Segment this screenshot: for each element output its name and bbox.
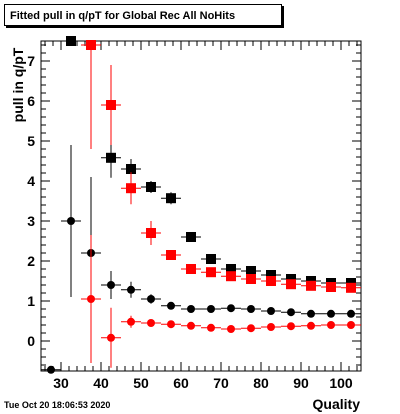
circle-marker	[287, 322, 295, 331]
circle-marker	[267, 323, 275, 331]
circle-marker	[207, 323, 215, 332]
circle-marker	[167, 301, 175, 310]
x-tick-label: 70	[213, 375, 229, 391]
square-marker	[106, 100, 116, 110]
circle-marker	[267, 307, 275, 315]
circle-marker	[307, 309, 315, 318]
y-tick-label: 0	[27, 333, 35, 349]
circle-marker	[127, 317, 135, 326]
circle-marker	[127, 285, 135, 294]
circle-marker	[167, 320, 175, 329]
circle-marker	[187, 321, 195, 330]
circle-marker	[307, 321, 315, 330]
square-marker	[206, 254, 216, 264]
x-axis-label: Quality	[312, 396, 360, 412]
square-marker	[306, 280, 316, 291]
y-tick-label: 6	[27, 93, 35, 109]
circle-marker	[327, 321, 335, 329]
y-tick-label: 3	[27, 213, 35, 229]
y-tick-label: 4	[27, 173, 35, 189]
circle-marker	[247, 324, 255, 333]
circle-marker	[327, 309, 335, 318]
circle-marker	[67, 217, 75, 225]
plot-frame	[40, 40, 362, 372]
circle-marker	[107, 281, 115, 289]
square-marker	[266, 276, 276, 286]
square-marker	[146, 182, 156, 192]
square-marker	[266, 270, 276, 280]
circle-marker	[347, 309, 355, 318]
chart-title: Fitted pull in q/pT for Global Rec All N…	[4, 4, 282, 26]
circle-marker	[47, 365, 55, 374]
square-marker	[286, 279, 296, 290]
x-tick-label: 80	[253, 375, 269, 391]
x-tick-label: 100	[329, 375, 353, 391]
y-tick-label: 7	[27, 53, 35, 69]
square-marker	[226, 271, 236, 282]
data-marks	[41, 36, 361, 374]
circle-marker	[187, 305, 195, 313]
x-tick-label: 60	[173, 375, 189, 391]
circle-marker	[347, 321, 355, 329]
circle-marker	[107, 333, 115, 342]
circle-marker	[227, 325, 235, 333]
square-marker	[346, 282, 356, 293]
circle-marker	[87, 295, 95, 303]
axis-ticks: 30 40 50 60 70 80 90 100 0 1 2 3 4 5 6 7	[27, 41, 361, 391]
square-marker	[246, 274, 256, 284]
square-marker	[186, 264, 196, 274]
square-marker	[166, 250, 176, 260]
square-marker	[66, 36, 76, 46]
circle-marker	[147, 295, 155, 303]
x-tick-label: 50	[133, 375, 149, 391]
y-tick-label: 5	[27, 133, 35, 149]
circle-marker	[147, 319, 155, 327]
x-tick-label: 90	[293, 375, 309, 391]
square-marker	[126, 183, 136, 194]
square-marker	[126, 164, 136, 174]
circle-marker	[207, 305, 215, 313]
circle-marker	[227, 304, 235, 313]
circle-marker	[247, 305, 255, 313]
square-marker	[226, 264, 236, 274]
square-marker	[246, 266, 256, 276]
square-marker	[86, 40, 96, 50]
y-tick-label: 2	[27, 253, 35, 269]
circle-marker	[287, 308, 295, 317]
square-marker	[106, 152, 116, 163]
x-tick-label: 30	[53, 375, 69, 391]
timestamp: Tue Oct 20 18:06:53 2020	[4, 400, 111, 410]
square-marker	[186, 232, 196, 242]
square-marker	[166, 193, 176, 204]
square-marker	[286, 274, 296, 284]
square-marker	[206, 267, 216, 278]
x-tick-label: 40	[93, 375, 109, 391]
y-tick-label: 1	[27, 293, 35, 309]
y-axis-label: pull in q/pT	[10, 47, 26, 123]
square-marker	[326, 282, 336, 292]
square-marker	[146, 228, 156, 238]
